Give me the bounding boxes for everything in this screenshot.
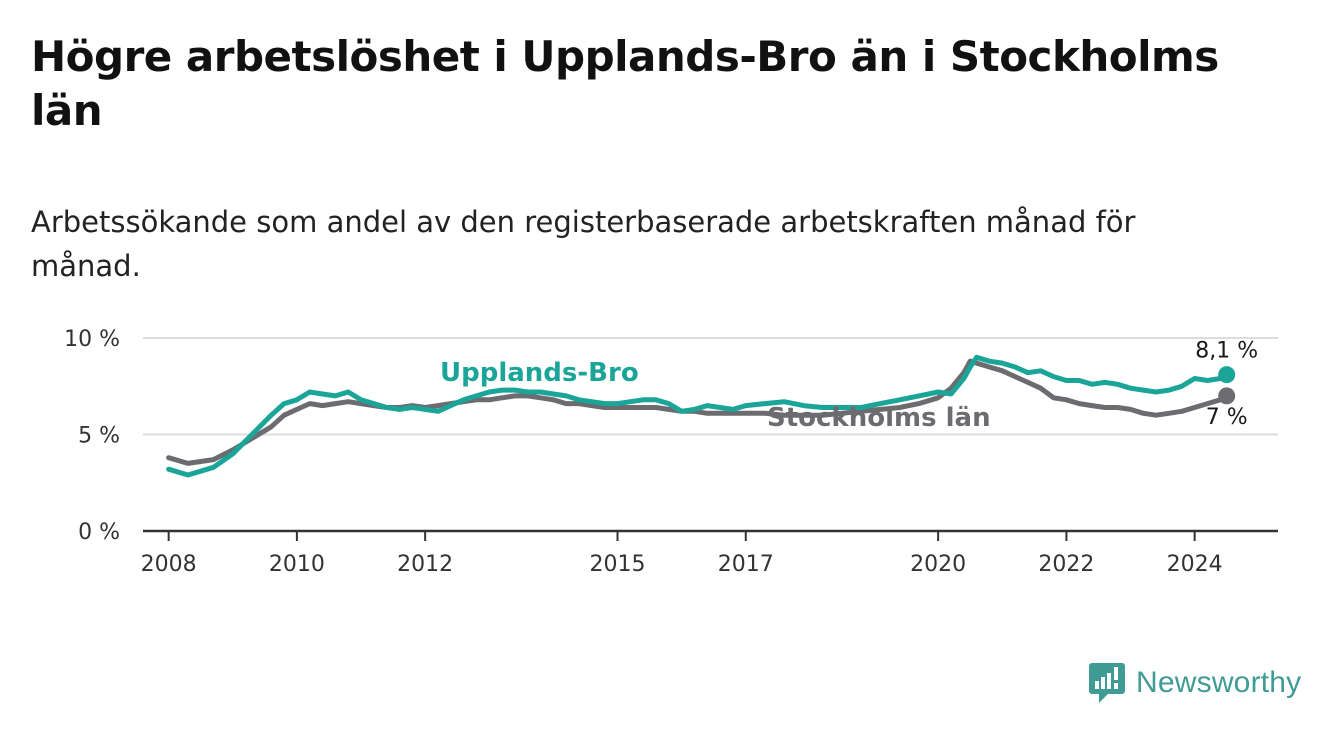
- grid-lines: [143, 337, 1278, 436]
- x-tick-label: 2012: [397, 552, 453, 577]
- chart-labels: 7 % 8,1 % Upplands-Bro Stockholms län: [440, 339, 1258, 433]
- series-line-upplands-bro: [166, 354, 1230, 478]
- series-end-label: 7 %: [1206, 405, 1248, 430]
- series-lines: [166, 354, 1236, 478]
- x-tick-label: 2010: [269, 552, 325, 577]
- y-tick-label: 10 %: [64, 327, 120, 352]
- y-tick-label: 0 %: [78, 520, 120, 545]
- series-end-point: [1218, 366, 1236, 384]
- x-tick-label: 2015: [590, 552, 646, 577]
- series-label-stockholms-lan: Stockholms län: [767, 403, 991, 433]
- chart-title: Högre arbetslöshet i Upplands-Bro än i S…: [31, 32, 1219, 135]
- chart-subtitle: Arbetssökande som andel av den registerb…: [31, 205, 1136, 283]
- series-end-label: 8,1 %: [1195, 339, 1258, 364]
- series-end-point: [1218, 387, 1236, 405]
- x-tick-label: 2020: [910, 552, 966, 577]
- x-tick-label: 2017: [718, 552, 774, 577]
- series-line-stockholms-l-n: [166, 358, 1230, 466]
- newsworthy-brand: Newsworthy: [1088, 660, 1301, 706]
- brand-name: Newsworthy: [1136, 666, 1302, 699]
- axes: 0 % 5 % 10 % 2008 2010 2012 2015 2017 2020 2022 20…: [64, 327, 1278, 577]
- series-label-upplands-bro: Upplands-Bro: [440, 358, 639, 388]
- x-tick-label: 2022: [1038, 552, 1094, 577]
- x-tick-label: 2008: [141, 552, 197, 577]
- x-tick-label: 2024: [1167, 552, 1223, 577]
- newsworthy-logo-icon: [1089, 663, 1125, 703]
- y-tick-label: 5 %: [78, 424, 120, 449]
